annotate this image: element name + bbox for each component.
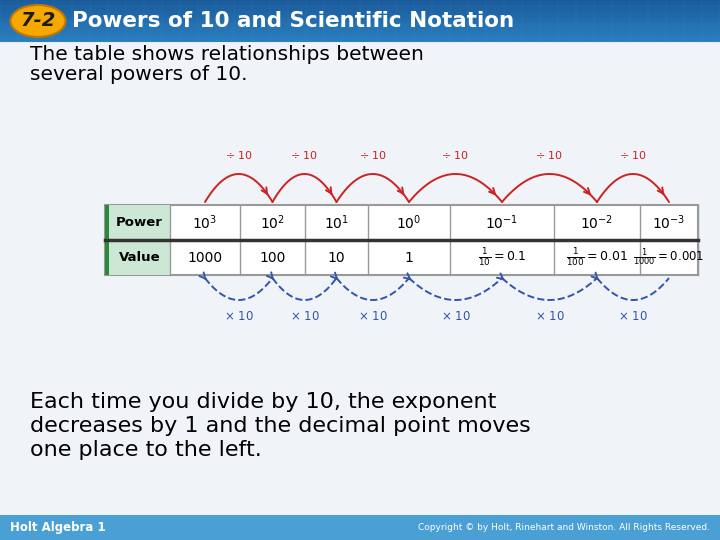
Bar <box>0 21 720 22</box>
Text: 10: 10 <box>328 251 346 265</box>
Text: $\times$ 10: $\times$ 10 <box>289 310 320 323</box>
Text: $10^{-3}$: $10^{-3}$ <box>652 213 685 232</box>
Bar <box>0 3 720 4</box>
Bar <box>0 10 720 11</box>
Text: The table shows relationships between: The table shows relationships between <box>30 45 424 64</box>
Text: $\div$ 10: $\div$ 10 <box>536 149 564 161</box>
Text: several powers of 10.: several powers of 10. <box>30 65 248 84</box>
Text: one place to the left.: one place to the left. <box>30 440 262 460</box>
Bar <box>0 34 720 35</box>
Bar <box>0 33 720 34</box>
Text: $10^1$: $10^1$ <box>324 213 349 232</box>
Text: Powers of 10 and Scientific Notation: Powers of 10 and Scientific Notation <box>72 11 514 31</box>
Bar <box>0 36 720 37</box>
Bar <box>0 8 720 9</box>
Text: Each time you divide by 10, the exponent: Each time you divide by 10, the exponent <box>30 392 496 412</box>
Text: $\frac{1}{100}=0.01$: $\frac{1}{100}=0.01$ <box>566 247 628 268</box>
Bar <box>105 205 698 275</box>
Bar <box>0 31 720 32</box>
Bar <box>0 35 720 36</box>
Bar <box>0 28 720 29</box>
Bar <box>0 15 720 16</box>
Text: $\div$ 10: $\div$ 10 <box>441 149 469 161</box>
Text: $10^{-2}$: $10^{-2}$ <box>580 213 613 232</box>
Bar <box>0 23 720 24</box>
Text: Copyright © by Holt, Rinehart and Winston. All Rights Reserved.: Copyright © by Holt, Rinehart and Winsto… <box>418 523 710 532</box>
Bar <box>0 26 720 27</box>
Text: decreases by 1 and the decimal point moves: decreases by 1 and the decimal point mov… <box>30 416 531 436</box>
Bar <box>0 20 720 21</box>
Text: $\times$ 10: $\times$ 10 <box>224 310 253 323</box>
Text: 1: 1 <box>405 251 413 265</box>
Text: 7-2: 7-2 <box>20 11 55 30</box>
Bar <box>0 17 720 18</box>
Ellipse shape <box>11 5 66 37</box>
Bar <box>0 27 720 28</box>
Text: 1000: 1000 <box>187 251 222 265</box>
Bar <box>0 13 720 14</box>
Bar <box>0 515 720 540</box>
Bar <box>0 30 720 31</box>
Bar <box>0 0 720 1</box>
Bar <box>0 40 720 41</box>
Text: $\times$ 10: $\times$ 10 <box>535 310 564 323</box>
Bar <box>0 24 720 25</box>
Bar <box>0 22 720 23</box>
Text: Power: Power <box>116 216 163 229</box>
Bar <box>0 16 720 17</box>
Bar <box>0 11 720 12</box>
Bar <box>0 14 720 15</box>
Text: $\div$ 10: $\div$ 10 <box>619 149 647 161</box>
Bar <box>0 41 720 42</box>
Bar <box>0 18 720 19</box>
Bar <box>0 37 720 38</box>
Bar <box>0 7 720 8</box>
Bar <box>0 1 720 2</box>
Text: $\div$ 10: $\div$ 10 <box>359 149 387 161</box>
Text: $\times$ 10: $\times$ 10 <box>358 310 387 323</box>
Bar <box>0 25 720 26</box>
Bar <box>0 39 720 40</box>
Bar <box>0 4 720 5</box>
Text: $\frac{1}{1000}=0.001$: $\frac{1}{1000}=0.001$ <box>634 247 705 268</box>
Text: $10^3$: $10^3$ <box>192 213 217 232</box>
Text: Value: Value <box>119 251 161 264</box>
Text: $10^{-1}$: $10^{-1}$ <box>485 213 518 232</box>
Text: $10^2$: $10^2$ <box>260 213 285 232</box>
Bar <box>105 205 109 275</box>
Bar <box>0 2 720 3</box>
Bar <box>0 29 720 30</box>
Text: 100: 100 <box>259 251 286 265</box>
Bar <box>0 19 720 20</box>
Text: $\div$ 10: $\div$ 10 <box>225 149 253 161</box>
Bar <box>0 32 720 33</box>
Text: $\times$ 10: $\times$ 10 <box>441 310 470 323</box>
Bar <box>0 38 720 39</box>
Bar <box>0 9 720 10</box>
Text: Holt Algebra 1: Holt Algebra 1 <box>10 521 106 534</box>
Bar <box>0 6 720 7</box>
Text: $10^0$: $10^0$ <box>396 213 422 232</box>
Text: $\times$ 10: $\times$ 10 <box>618 310 648 323</box>
Bar <box>0 12 720 13</box>
Bar <box>0 5 720 6</box>
Text: $\div$ 10: $\div$ 10 <box>290 149 319 161</box>
Bar <box>105 205 170 275</box>
Text: $\frac{1}{10}=0.1$: $\frac{1}{10}=0.1$ <box>477 247 526 268</box>
